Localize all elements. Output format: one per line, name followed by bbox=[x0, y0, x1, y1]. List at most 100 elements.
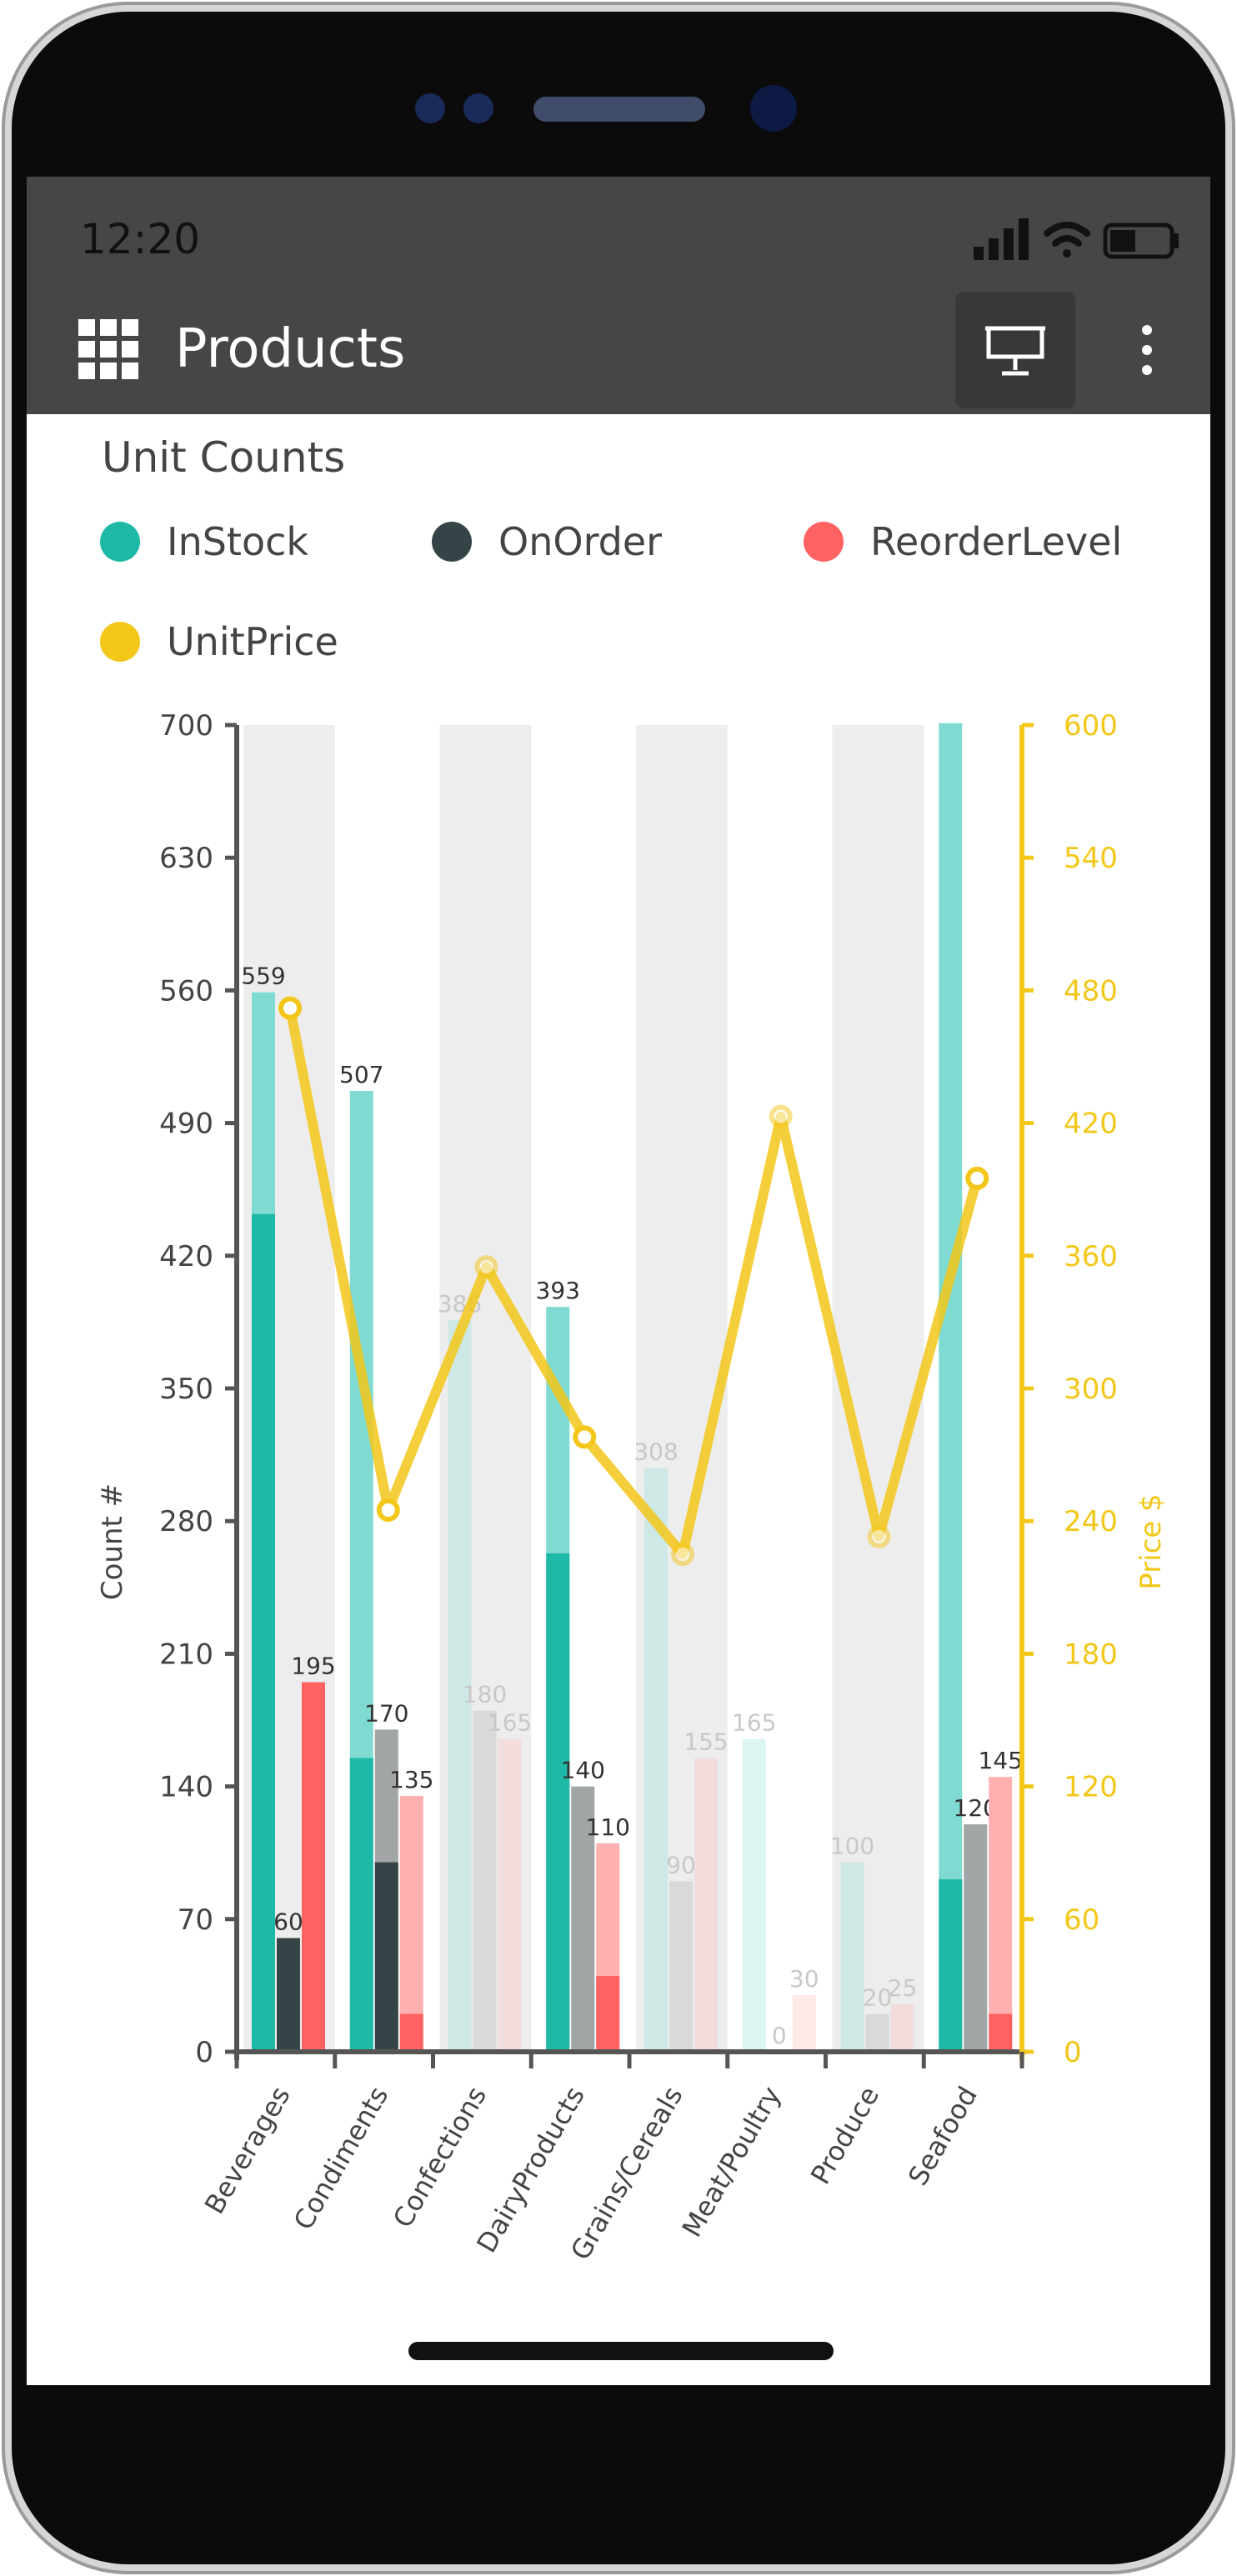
x-tick-label: Seafood bbox=[902, 2081, 984, 2191]
bar-reorderlevel-inner bbox=[399, 2013, 423, 2052]
legend-label: ReorderLevel bbox=[870, 519, 1123, 564]
bar-onorder bbox=[964, 1824, 988, 2052]
data-label: 110 bbox=[586, 1813, 630, 1841]
x-tick-label: Beverages bbox=[198, 2081, 297, 2219]
y-tick-label-left: 490 bbox=[159, 1108, 213, 1141]
bar-reorderlevel bbox=[792, 1994, 816, 2052]
presentation-icon bbox=[985, 326, 1045, 376]
battery-icon bbox=[1103, 223, 1179, 259]
point-unitprice bbox=[965, 1166, 989, 1190]
legend-marker bbox=[100, 622, 140, 662]
y-tick-label-left: 210 bbox=[159, 1638, 213, 1671]
bar-onorder bbox=[865, 2013, 889, 2052]
legend-label: OnOrder bbox=[498, 519, 663, 564]
y-axis-title-right: Price $ bbox=[1134, 1493, 1168, 1589]
y-tick-label-left: 700 bbox=[159, 709, 213, 743]
bar-reorderlevel-inner bbox=[989, 2013, 1013, 2052]
legend-label: UnitPrice bbox=[167, 619, 338, 664]
point-unitprice bbox=[376, 1498, 400, 1522]
status-time: 12:20 bbox=[80, 215, 201, 263]
page-title: Products bbox=[175, 318, 406, 380]
bar-onorder-inner bbox=[277, 1938, 300, 2052]
y-tick-label-left: 140 bbox=[159, 1771, 213, 1804]
bar-reorderlevel bbox=[694, 1758, 718, 2052]
bar-instock bbox=[939, 723, 963, 2052]
legend-marker bbox=[432, 522, 472, 562]
app-launcher-grid-icon[interactable] bbox=[78, 319, 138, 379]
point-unitprice bbox=[474, 1255, 498, 1279]
data-label: 308 bbox=[634, 1438, 678, 1466]
data-label: 25 bbox=[888, 1974, 918, 2002]
y-tick-label-right: 120 bbox=[1064, 1771, 1118, 1804]
bar-reorderlevel-inner bbox=[302, 1682, 325, 2052]
point-unitprice bbox=[769, 1104, 793, 1128]
data-label: 135 bbox=[389, 1766, 433, 1793]
chart-title: Unit Counts bbox=[102, 433, 346, 482]
y-tick-label-left: 280 bbox=[159, 1505, 213, 1538]
x-tick-label: DairyProducts bbox=[470, 2081, 591, 2258]
home-indicator[interactable] bbox=[408, 2342, 834, 2360]
content-area bbox=[27, 414, 1210, 2385]
y-tick-label-right: 60 bbox=[1064, 1903, 1099, 1937]
y-tick-label-right: 420 bbox=[1064, 1108, 1118, 1141]
wifi-icon bbox=[1044, 222, 1090, 258]
x-tick-label: Confections bbox=[387, 2081, 493, 2233]
y-tick-label-left: 70 bbox=[178, 1903, 213, 1937]
bar-reorderlevel bbox=[890, 2004, 914, 2052]
y-tick-label-right: 540 bbox=[1064, 842, 1118, 875]
data-label: 180 bbox=[463, 1681, 507, 1708]
x-tick-label: Produce bbox=[804, 2081, 885, 2189]
data-label: 60 bbox=[273, 1908, 303, 1936]
bar-reorderlevel-inner bbox=[596, 1976, 620, 2052]
bar-onorder bbox=[571, 1786, 595, 2052]
bar-instock-inner bbox=[546, 1553, 570, 2052]
data-label: 30 bbox=[789, 1965, 819, 1993]
x-tick-label: Meat/Poultry bbox=[676, 2081, 788, 2243]
more-options-icon[interactable] bbox=[1127, 317, 1167, 383]
y-tick-label-right: 240 bbox=[1064, 1505, 1118, 1538]
bar-instock-inner bbox=[349, 1758, 373, 2052]
y-tick-label-right: 180 bbox=[1064, 1638, 1118, 1671]
y-tick-label-right: 600 bbox=[1064, 709, 1118, 743]
grid-band bbox=[439, 725, 532, 2052]
data-label: 90 bbox=[666, 1851, 696, 1878]
legend-marker bbox=[100, 522, 140, 562]
y-tick-label-left: 630 bbox=[159, 842, 213, 875]
data-label: 170 bbox=[364, 1699, 408, 1727]
data-label: 140 bbox=[561, 1757, 605, 1784]
speaker-grille bbox=[533, 97, 705, 122]
data-label: 507 bbox=[339, 1061, 383, 1088]
bar-instock bbox=[644, 1468, 668, 2052]
grid-band bbox=[636, 725, 728, 2052]
bar-instock bbox=[840, 1862, 864, 2052]
data-label: 393 bbox=[536, 1277, 580, 1304]
y-tick-label-right: 0 bbox=[1064, 2036, 1082, 2069]
data-label: 0 bbox=[772, 2022, 787, 2049]
y-tick-label-left: 560 bbox=[159, 974, 213, 1008]
data-label: 195 bbox=[291, 1653, 335, 1680]
bar-reorderlevel bbox=[989, 1777, 1013, 2052]
legend-item-unitprice[interactable]: UnitPrice bbox=[100, 617, 338, 667]
data-label: 100 bbox=[830, 1833, 874, 1860]
bar-onorder bbox=[669, 1881, 693, 2052]
y-tick-label-right: 480 bbox=[1064, 974, 1118, 1008]
legend-item-onorder[interactable]: OnOrder bbox=[432, 517, 662, 567]
legend-marker bbox=[804, 522, 844, 562]
bar-onorder bbox=[473, 1710, 497, 2052]
y-tick-label-right: 300 bbox=[1064, 1373, 1118, 1406]
y-tick-label-right: 360 bbox=[1064, 1240, 1118, 1273]
line-unitprice bbox=[285, 1007, 983, 1559]
bar-instock bbox=[742, 1738, 766, 2052]
point-unitprice bbox=[573, 1425, 597, 1449]
presentation-button[interactable] bbox=[955, 292, 1075, 408]
bar-instock-inner bbox=[939, 1879, 963, 2052]
legend-item-instock[interactable]: InStock bbox=[100, 517, 308, 567]
bar-reorderlevel bbox=[498, 1738, 522, 2052]
bar-reorderlevel bbox=[399, 1795, 423, 2052]
signal-icon bbox=[974, 218, 1029, 260]
legend-item-reorderlevel[interactable]: ReorderLevel bbox=[804, 517, 1122, 567]
bar-instock-inner bbox=[252, 1213, 275, 2052]
data-label: 155 bbox=[684, 1728, 728, 1755]
point-unitprice bbox=[867, 1524, 891, 1548]
